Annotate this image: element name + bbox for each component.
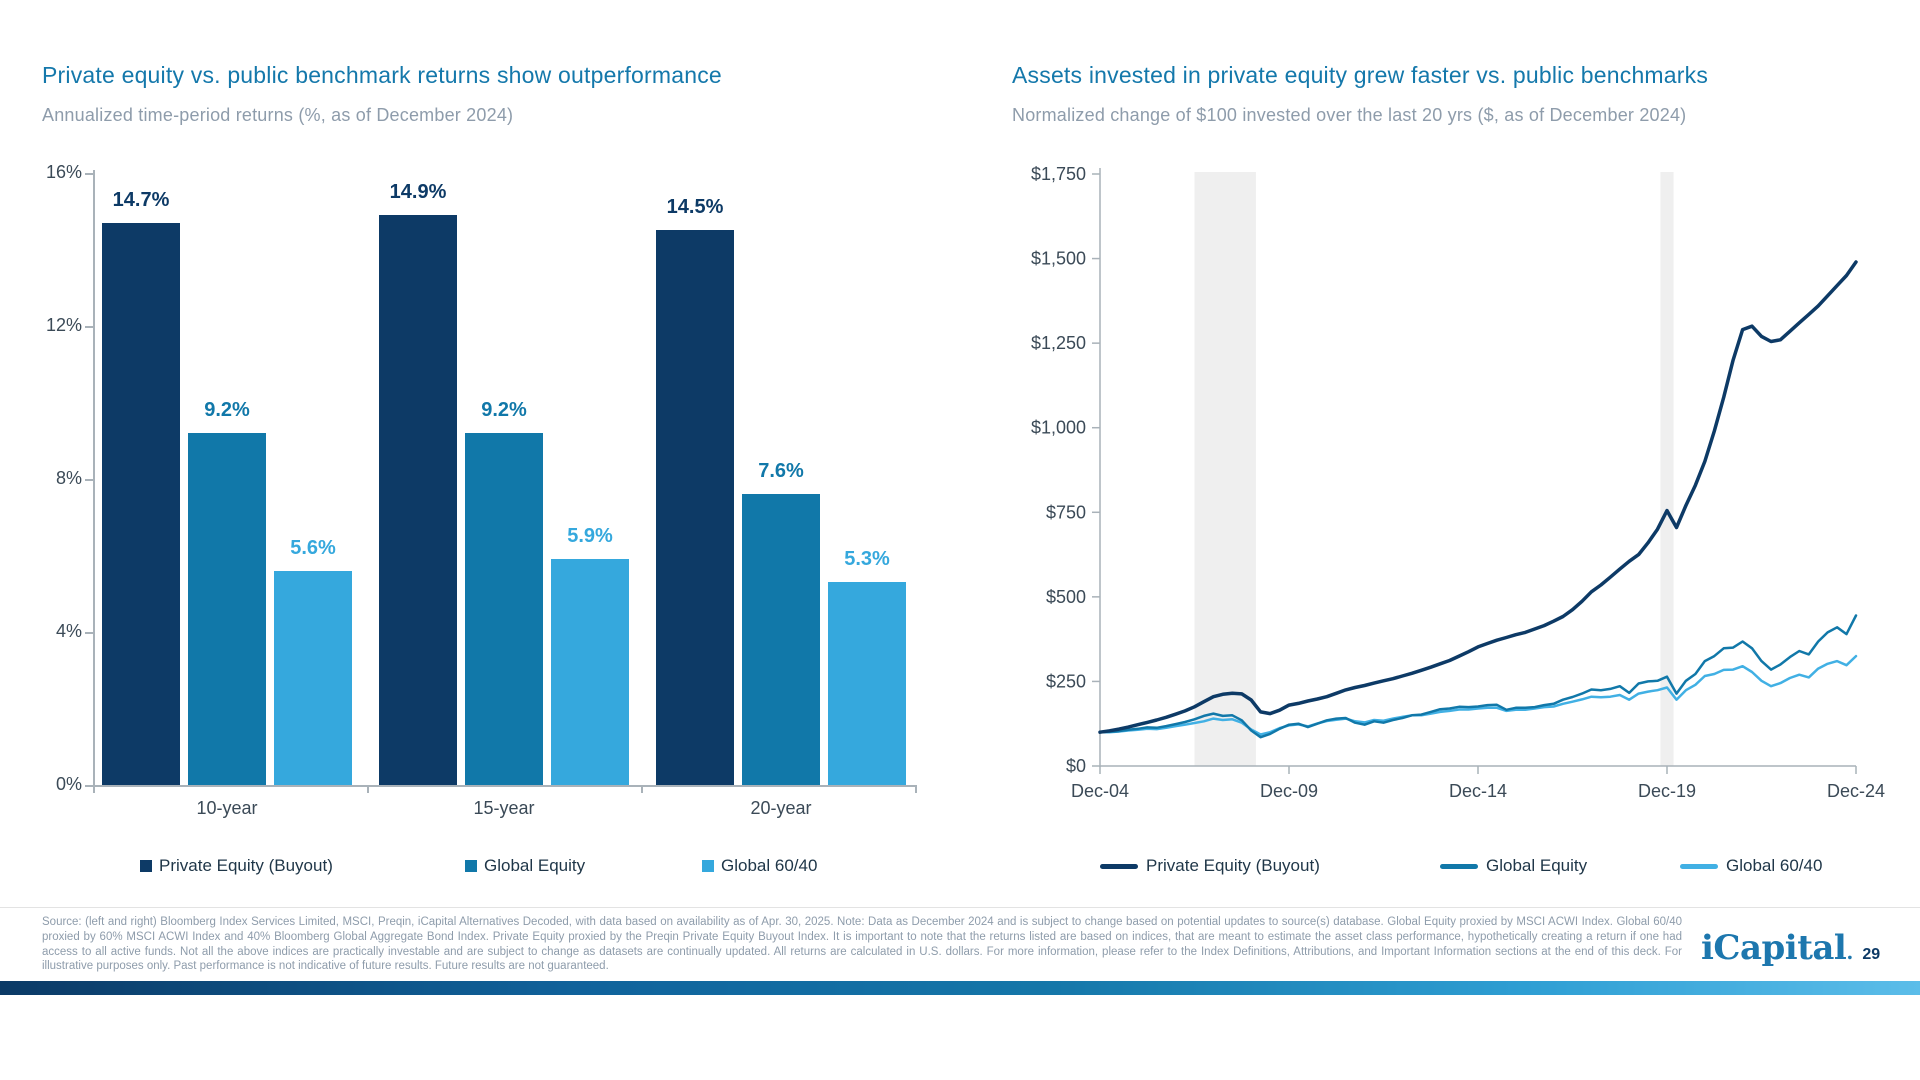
x-axis-label: Dec-14 [1449, 781, 1507, 801]
bar-global-equity-15-year [465, 433, 543, 785]
y-axis-label: 12% [45, 315, 82, 335]
bar-private-equity-buyout--15-year [379, 215, 457, 785]
bar-chart-y-axis [93, 170, 95, 786]
legend-item-private-equity-buyout-: Private Equity (Buyout) [1100, 856, 1320, 876]
x-axis-label: Dec-24 [1827, 781, 1885, 801]
bar-global-60-40-15-year [551, 559, 629, 785]
y-axis-label: $1,750 [1031, 164, 1086, 184]
bar-value-label: 14.9% [389, 181, 447, 204]
legend-line-icon [1680, 863, 1718, 869]
bar-global-60-40-10-year [274, 570, 352, 785]
legend-swatch-icon [140, 860, 152, 872]
y-axis-label: $1,500 [1031, 249, 1086, 269]
x-axis-category-label: 10-year [196, 798, 258, 818]
y-axis-label: 8% [55, 468, 82, 488]
x-axis-tick [93, 785, 95, 793]
legend-label: Private Equity (Buyout) [1146, 856, 1320, 875]
y-axis-label: $0 [1066, 756, 1086, 776]
right-chart-subtitle: Normalized change of $100 invested over … [1012, 105, 1687, 125]
icapital-logo-dot: . [1846, 940, 1854, 964]
y-axis-label: $500 [1046, 587, 1086, 607]
legend-item-global-equity: Global Equity [1440, 856, 1587, 876]
y-axis-tick [85, 173, 93, 175]
x-axis-label: Dec-09 [1260, 781, 1318, 801]
y-axis-label: 16% [45, 162, 82, 182]
y-axis-tick [85, 326, 93, 328]
bar-value-label: 5.9% [567, 525, 613, 548]
legend-label: Global Equity [1486, 856, 1588, 875]
y-axis-label: 0% [55, 774, 82, 794]
footer-divider [0, 907, 1920, 908]
legend-swatch-icon [465, 860, 477, 872]
bottom-gradient-bar [0, 981, 1920, 995]
legend-line-icon [1100, 863, 1138, 869]
legend-label: Global Equity [484, 856, 586, 875]
bar-private-equity-buyout--20-year [656, 230, 734, 785]
x-axis-label: Dec-19 [1638, 781, 1696, 801]
line-global-60-40 [1098, 654, 1858, 736]
recession-band [1660, 172, 1674, 766]
y-axis-tick [85, 479, 93, 481]
bar-global-equity-10-year [188, 433, 266, 785]
icapital-logo: iCapital. 29 [1701, 928, 1880, 968]
bar-private-equity-buyout--10-year [102, 222, 180, 785]
y-axis-label: 4% [55, 621, 82, 641]
x-axis-tick [641, 785, 643, 793]
line-global-equity [1098, 614, 1858, 739]
x-axis-tick [367, 785, 369, 793]
bar-value-label: 9.2% [481, 399, 527, 422]
line-private-equity-buyout- [1098, 260, 1858, 734]
bar-value-label: 5.3% [844, 548, 890, 571]
legend-item-global-60-40: Global 60/40 [702, 856, 817, 876]
legend-item-global-60-40: Global 60/40 [1680, 856, 1822, 876]
y-axis-tick [85, 785, 93, 787]
legend-line-icon [1440, 863, 1478, 869]
icapital-logo-text: iCapital [1701, 928, 1847, 968]
legend-label: Private Equity (Buyout) [159, 856, 333, 875]
bar-global-60-40-20-year [828, 582, 906, 785]
x-axis-tick [915, 785, 917, 793]
source-text: Source: (left and right) Bloomberg Index… [42, 916, 1682, 973]
legend-swatch-icon [702, 860, 714, 872]
legend-label: Global 60/40 [1726, 856, 1823, 875]
x-axis-category-label: 20-year [750, 798, 812, 818]
left-chart-subtitle: Annualized time-period returns (%, as of… [42, 105, 514, 125]
y-axis-label: $1,000 [1031, 418, 1086, 438]
legend-label: Global 60/40 [721, 856, 818, 875]
recession-band [1194, 172, 1256, 766]
bar-value-label: 7.6% [758, 460, 804, 483]
y-axis-label: $750 [1046, 502, 1086, 522]
left-chart-title: Private equity vs. public benchmark retu… [42, 62, 722, 88]
bar-global-equity-20-year [742, 494, 820, 785]
bar-value-label: 14.5% [666, 196, 724, 219]
right-chart-title: Assets invested in private equity grew f… [1012, 62, 1709, 88]
line-chart: $1,750 $1,500 $1,250 $1,000 $750 $500 $250 $0 De… [1031, 164, 1885, 801]
bar-value-label: 5.6% [290, 536, 336, 559]
bar-value-label: 14.7% [112, 188, 170, 211]
legend-item-global-equity: Global Equity [465, 856, 585, 876]
y-axis-tick [85, 632, 93, 634]
x-axis-label: Dec-04 [1071, 781, 1129, 801]
legend-item-private-equity-buyout-: Private Equity (Buyout) [140, 856, 333, 876]
bar-chart-x-axis [93, 785, 915, 787]
x-axis-category-label: 15-year [473, 798, 535, 818]
y-axis-label: $250 [1046, 671, 1086, 691]
page-number: 29 [1862, 946, 1881, 963]
bar-value-label: 9.2% [204, 399, 250, 422]
y-axis-label: $1,250 [1031, 333, 1086, 353]
